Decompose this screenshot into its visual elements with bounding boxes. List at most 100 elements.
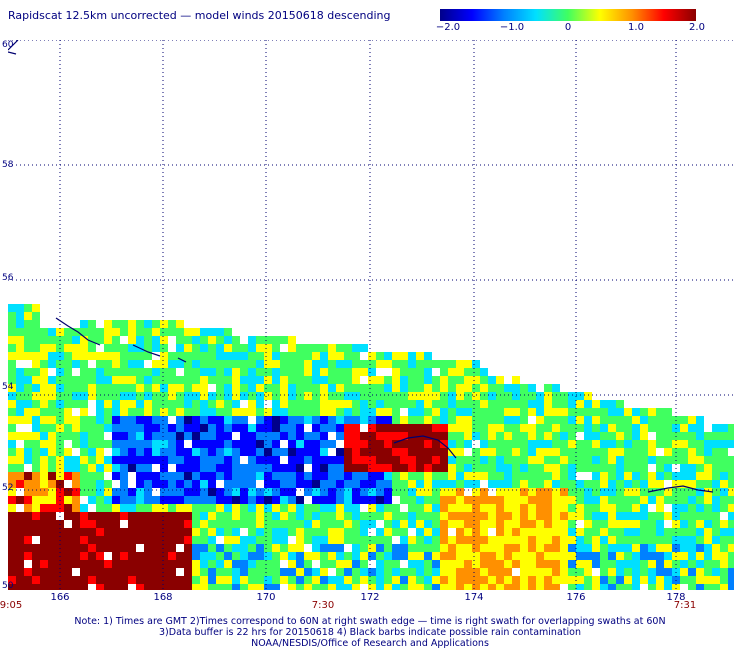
wind-cell	[152, 424, 160, 432]
wind-cell	[368, 512, 376, 520]
wind-cell	[632, 464, 640, 472]
wind-cell	[72, 464, 80, 472]
wind-cell	[512, 448, 520, 456]
wind-cell	[336, 384, 344, 392]
wind-cell	[560, 512, 568, 520]
wind-cell	[320, 496, 328, 504]
wind-cell	[536, 432, 544, 440]
wind-cell	[448, 552, 456, 560]
wind-cell	[232, 496, 240, 504]
wind-cell	[448, 448, 456, 456]
wind-cell	[72, 352, 80, 360]
wind-cell	[48, 336, 56, 344]
wind-cell	[288, 376, 296, 384]
wind-cell	[704, 528, 712, 536]
wind-cell	[464, 440, 472, 448]
wind-cell	[584, 480, 592, 488]
wind-cell	[384, 512, 392, 520]
wind-cell	[520, 528, 528, 536]
wind-cell	[200, 328, 208, 336]
wind-cell	[432, 496, 440, 504]
wind-cell	[312, 528, 320, 536]
wind-cell	[624, 408, 632, 416]
wind-cell	[104, 480, 112, 488]
wind-cell	[504, 448, 512, 456]
wind-cell	[304, 408, 312, 416]
wind-cell	[32, 464, 40, 472]
wind-cell	[560, 536, 568, 544]
wind-cell	[472, 544, 480, 552]
wind-cell	[184, 416, 192, 424]
wind-cell	[600, 432, 608, 440]
wind-cell	[512, 400, 520, 408]
wind-cell	[24, 336, 32, 344]
wind-cell	[464, 376, 472, 384]
wind-cell	[528, 392, 536, 400]
wind-cell	[216, 336, 224, 344]
wind-cell	[504, 488, 512, 496]
wind-cell	[152, 408, 160, 416]
wind-cell	[272, 584, 280, 590]
wind-cell	[192, 480, 200, 488]
wind-cell	[392, 352, 400, 360]
wind-cell	[344, 392, 352, 400]
wind-cell	[248, 400, 256, 408]
wind-cell	[520, 544, 528, 552]
wind-cell	[728, 512, 734, 520]
wind-cell	[320, 504, 328, 512]
wind-cell	[472, 432, 480, 440]
wind-cell	[568, 472, 576, 480]
wind-cell	[128, 408, 136, 416]
wind-cell	[240, 552, 248, 560]
wind-cell	[8, 544, 16, 552]
wind-cell	[80, 384, 88, 392]
wind-cell	[160, 384, 168, 392]
time-label-mid: 7:30	[311, 600, 335, 611]
wind-cell	[608, 480, 616, 488]
wind-cell	[288, 384, 296, 392]
lat-gridlines	[8, 40, 734, 491]
wind-cell	[112, 552, 120, 560]
wind-cell	[440, 528, 448, 536]
wind-cell	[192, 336, 200, 344]
wind-cell	[224, 576, 232, 584]
wind-cell	[112, 432, 120, 440]
wind-cell	[712, 464, 720, 472]
wind-cell	[296, 544, 304, 552]
wind-cell	[240, 496, 248, 504]
wind-cell	[112, 488, 120, 496]
wind-cell	[552, 552, 560, 560]
wind-cell	[112, 568, 120, 576]
wind-cell	[224, 480, 232, 488]
wind-cell	[72, 544, 80, 552]
wind-cell	[96, 432, 104, 440]
wind-cell	[624, 504, 632, 512]
wind-cell	[592, 440, 600, 448]
wind-cell	[376, 512, 384, 520]
wind-cell	[408, 568, 416, 576]
wind-cell	[720, 488, 728, 496]
wind-cell	[144, 504, 152, 512]
wind-cell	[408, 360, 416, 368]
wind-cell	[176, 344, 184, 352]
wind-cell	[688, 448, 696, 456]
wind-cell	[448, 536, 456, 544]
wind-cell	[400, 584, 408, 590]
wind-cell	[304, 584, 312, 590]
wind-cell	[512, 504, 520, 512]
wind-cell	[176, 320, 184, 328]
wind-cell	[232, 376, 240, 384]
wind-cell	[576, 480, 584, 488]
wind-cell	[448, 488, 456, 496]
wind-cell	[144, 560, 152, 568]
wind-cell	[152, 368, 160, 376]
wind-cell	[424, 496, 432, 504]
wind-cell	[376, 504, 384, 512]
wind-cell	[312, 376, 320, 384]
wind-cell	[408, 408, 416, 416]
wind-cell	[376, 472, 384, 480]
wind-cell	[688, 584, 696, 590]
wind-cell	[192, 408, 200, 416]
wind-cell	[328, 472, 336, 480]
wind-cell	[352, 544, 360, 552]
